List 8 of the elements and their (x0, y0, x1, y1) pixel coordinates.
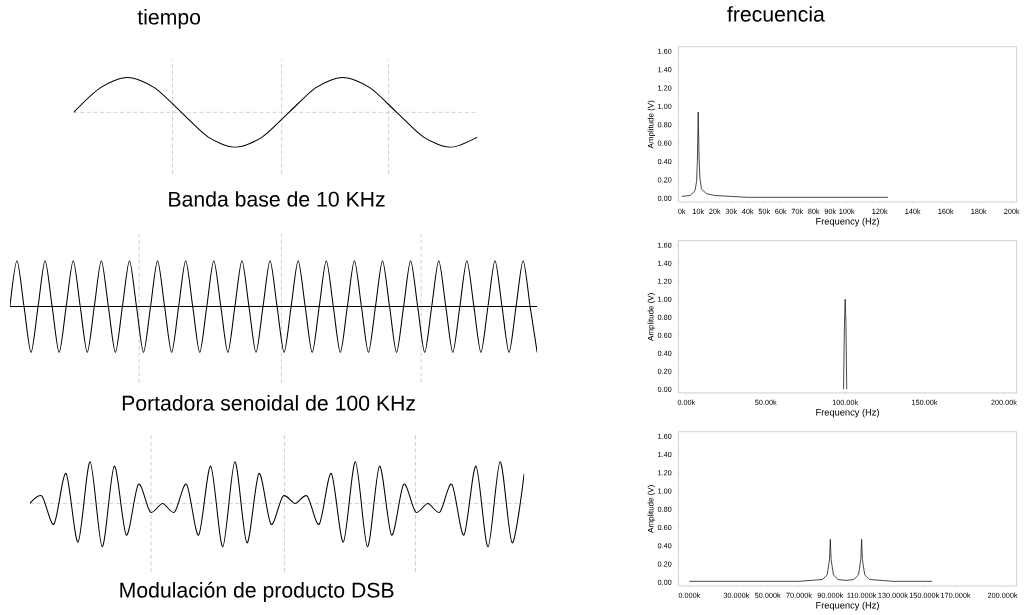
x-axis-title: Frequency (Hz) (816, 408, 879, 418)
x-axis-title: Frequency (Hz) (816, 601, 879, 611)
x-axis-title: Modulación de producto DSB (120, 581, 394, 602)
x-axis-title: Frequency (Hz) (816, 217, 879, 227)
x-axis-title: Banda base de 10 KHz (169, 191, 385, 207)
chart-title: tiempo (137, 9, 201, 29)
chart-title: frecuencia (727, 6, 825, 22)
x-axis-title: Portadora senoidal de 100 KHz (122, 395, 415, 411)
